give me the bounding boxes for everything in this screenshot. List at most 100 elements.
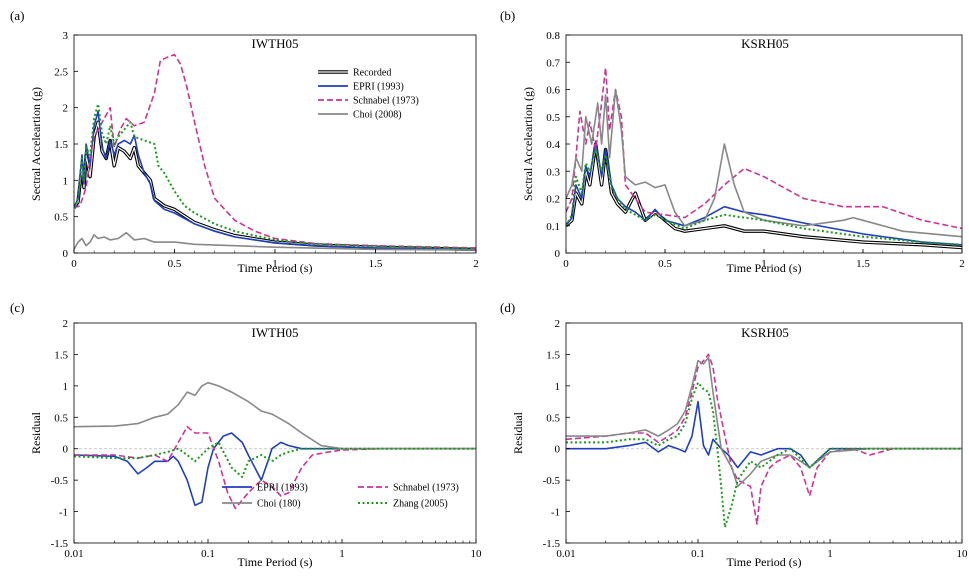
y-tick-label: 0.4 [546,139,560,151]
y-axis-label: Residual [511,411,525,454]
x-tick-label: 1 [827,548,833,560]
y-tick-label: 1 [63,175,69,187]
panel-0: (a) IWTH05 0 0.5 1 1.5 2 2.5 3 0 0.5 1 1.5 2 Time Peri… [10,8,479,275]
y-tick-label: 2 [63,318,69,330]
y-axis-label: Sectral Acceleartion (g) [29,87,43,201]
legend-label: EPRI (1993) [257,483,308,494]
x-axis-label: Time Period (s) [727,261,802,275]
x-tick-label: 10 [471,548,483,560]
x-tick-label: 1 [761,258,767,270]
series-group [566,66,962,250]
x-tick-label: 0.1 [201,548,215,560]
series-line-inner [74,121,476,250]
x-tick-label: 1.5 [856,258,870,270]
panel-1: (b) KSRH05 0 0.1 0.2 0.3 0.4 0.5 0.6 0.7 0.8 0 0.5 1 1… [500,8,965,275]
series-line [74,53,476,249]
x-axis-label: Time Period (s) [238,261,313,275]
series-line [566,140,962,246]
series-line [74,425,476,510]
plot-frame [565,322,963,544]
y-tick-label: 0 [63,444,69,456]
y-tick-label: 0 [555,444,561,456]
series-line [74,231,476,251]
series-line [74,381,476,450]
legend-label: Recorded [353,68,391,79]
series-line [74,432,476,507]
series-line [566,66,962,230]
y-tick-label: -0.5 [543,475,561,487]
y-tick-label: 0.6 [546,85,560,97]
plot-frame [73,322,477,544]
legend-label: Choi (180) [257,499,301,510]
x-tick-label: 2 [959,258,965,270]
legend: EPRI (1993) Schnabel (1973) Choi (180) Zhan… [222,483,459,510]
series-group [74,381,476,510]
y-tick-label: 1 [555,381,561,393]
series-line [74,441,476,478]
y-tick-label: 0 [555,248,561,260]
series-line [566,400,962,469]
y-axis-label: Sectral Acceleartion (g) [521,87,535,201]
series-group [566,353,962,529]
series-line [74,103,476,250]
series-line [566,88,962,238]
series-line-outer [566,142,962,250]
y-tick-label: 1 [63,381,69,393]
y-tick-label: 0 [63,248,69,260]
legend-label: Zhang (2005) [393,499,448,510]
x-axis-label: Time Period (s) [727,555,802,569]
panel-tag: (c) [10,300,24,315]
series-line-inner [566,143,962,249]
series-line [566,381,962,529]
y-tick-label: 2 [63,103,69,115]
y-tick-label: -1 [59,507,68,519]
y-tick-label: 0.5 [54,212,68,224]
x-tick-label: 0 [71,258,77,270]
chart-title: IWTH05 [252,36,299,51]
y-tick-label: -1 [551,507,560,519]
x-tick-label: 0.01 [556,548,575,560]
series-line [566,148,962,246]
x-tick-label: 1 [272,258,278,270]
x-tick-label: 1 [339,548,345,560]
x-tick-label: 0.5 [168,258,182,270]
y-tick-label: 1.5 [54,349,68,361]
y-tick-label: 0.7 [546,57,560,69]
chart-title: KSRH05 [741,325,789,340]
y-tick-label: 0.5 [546,412,560,424]
series-group [74,53,476,252]
x-tick-label: 0.5 [658,258,672,270]
y-tick-label: 0.5 [546,112,560,124]
x-axis-label: Time Period (s) [238,555,313,569]
series-line [74,110,476,251]
y-tick-label: 2 [555,318,561,330]
series-line-outer [74,120,476,252]
y-tick-label: -1.5 [543,538,561,550]
panel-3: (d) KSRH05 -1.5 -1 -0.5 0 0.5 1 1.5 2 0.01 0.1 1 10 Ti… [500,300,968,569]
y-tick-label: 0.8 [546,30,560,42]
x-tick-label: 2 [473,258,479,270]
legend-label: Schnabel (1973) [353,96,419,107]
plot-frame [73,34,477,254]
series-line [566,356,962,488]
legend-label: EPRI (1993) [353,82,404,93]
x-tick-label: 1.5 [369,258,383,270]
x-tick-label: 0.1 [691,548,705,560]
y-tick-label: -0.5 [51,475,69,487]
panel-tag: (b) [500,8,515,23]
panel-tag: (a) [10,8,24,23]
y-tick-label: -1.5 [51,538,69,550]
legend: Recorded EPRI (1993) Schnabel (1973) Choi (… [318,68,419,121]
legend-label: Choi (2008) [353,110,402,121]
chart-title: KSRH05 [741,36,789,51]
y-axis-label: Residual [29,411,43,454]
panel-2: (c) IWTH05 -1.5 -1 -0.5 0 0.5 1 1.5 2 0.01 0.1 1 10 Ti… [10,300,482,569]
panel-tag: (d) [500,300,515,315]
y-tick-label: 0.3 [546,166,560,178]
x-tick-label: 0 [563,258,569,270]
y-tick-label: 2.5 [54,66,68,78]
x-tick-label: 0.01 [64,548,83,560]
x-tick-label: 10 [957,548,969,560]
